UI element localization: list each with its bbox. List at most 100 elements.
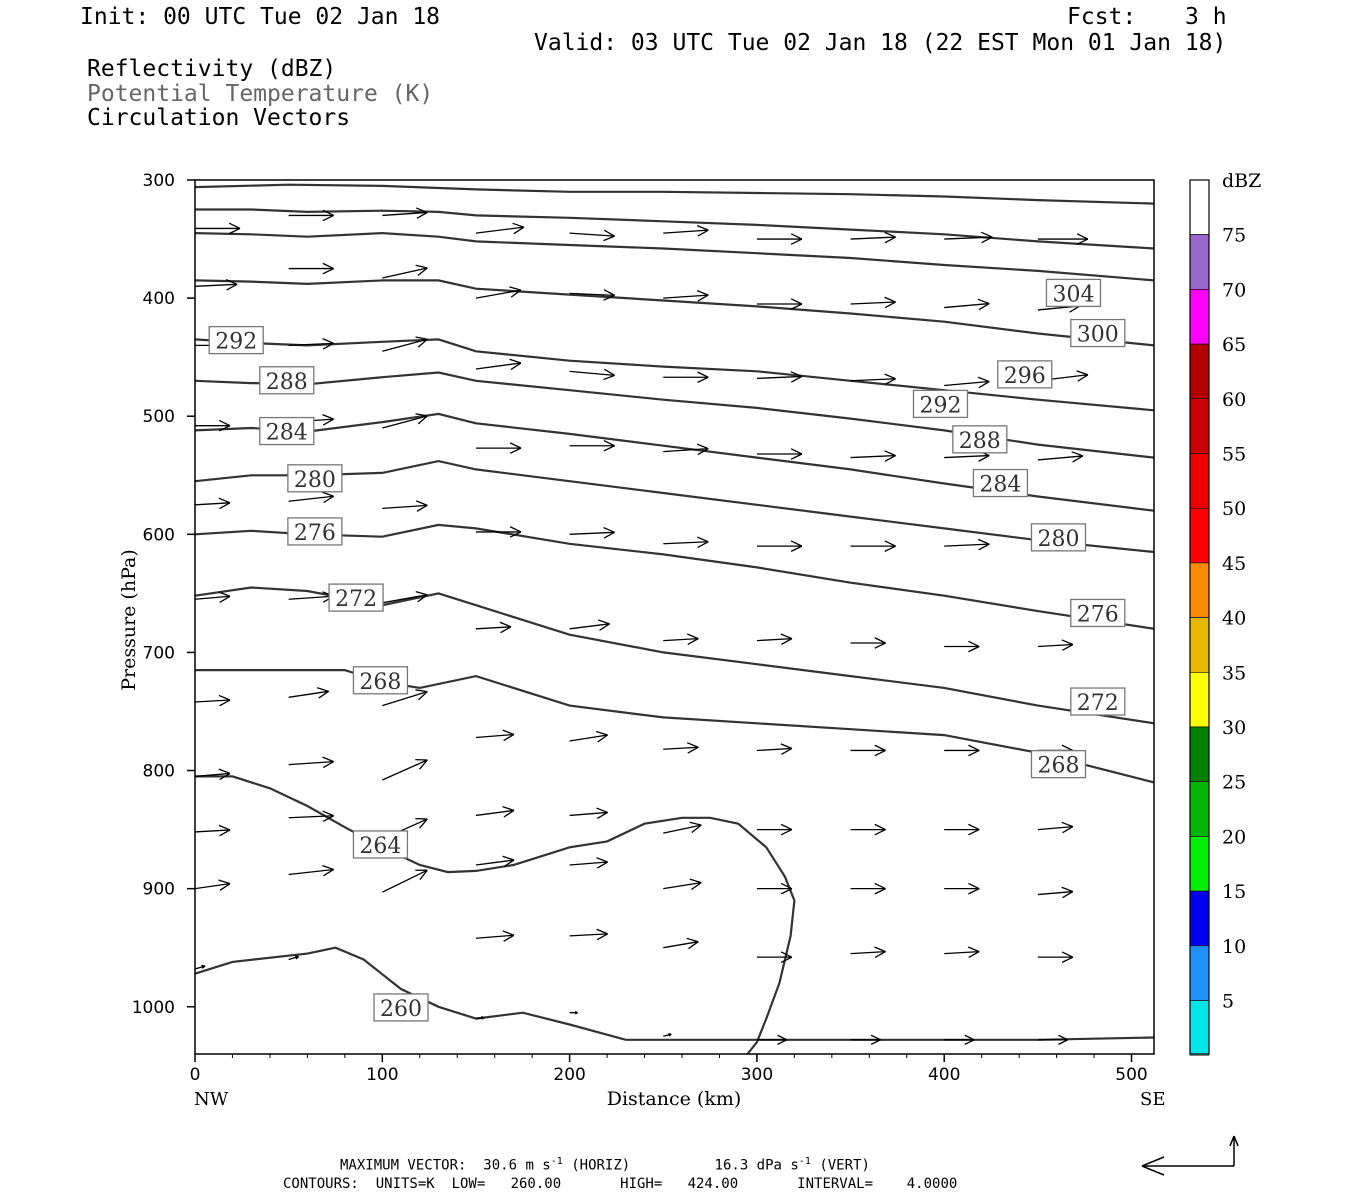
colorbar-label: 45: [1222, 553, 1246, 575]
colorbar-label: 70: [1222, 279, 1246, 301]
circulation-vector: [288, 810, 334, 823]
circulation-vector: [195, 879, 231, 891]
contour-label-box: 276: [1070, 598, 1126, 627]
contour-label: 296: [1004, 364, 1046, 389]
colorbar-label: 30: [1222, 717, 1246, 739]
theta-contour-268: [195, 668, 1154, 784]
colorbar-label: 25: [1222, 772, 1246, 794]
contour-label: 268: [1037, 754, 1079, 779]
circulation-vector: [944, 1034, 975, 1045]
circulation-vector: [569, 857, 608, 869]
circulation-vector: [1037, 1034, 1069, 1045]
circulation-vector: [944, 640, 980, 653]
circulation-vector: [569, 928, 608, 941]
y-tick-label: 700: [143, 643, 175, 663]
circulation-vector: [382, 500, 428, 512]
colorbar-label: 60: [1222, 389, 1246, 411]
colorbar-segment-35: [1189, 671, 1210, 728]
colorbar-segment-15: [1189, 890, 1210, 947]
circulation-vector: [756, 633, 793, 646]
y-tick-label: 500: [143, 407, 175, 427]
right-endpoint-label: SE: [1140, 1089, 1165, 1110]
circulation-vector: [663, 821, 702, 834]
colorbar-label: 10: [1222, 936, 1246, 958]
circulation-vector: [850, 637, 886, 649]
contour-info: CONTOURS: UNITS=K LOW= 260.00 HIGH= 424.…: [283, 1176, 958, 1192]
contour-label: 304: [1052, 282, 1094, 307]
colorbar-segment-25: [1189, 781, 1210, 837]
theta-contour-260: [195, 946, 1154, 1041]
colorbar-label: 50: [1222, 498, 1246, 520]
y-axis-title: Pressure (hPa): [118, 549, 140, 691]
circulation-vector: [195, 694, 231, 707]
colorbar-label: 20: [1222, 826, 1246, 848]
theta-contour-300: [195, 231, 1154, 282]
contour-label: 272: [1077, 691, 1119, 716]
circulation-vector: [569, 368, 615, 381]
y-tick-label: 1000: [132, 998, 175, 1018]
colorbar-top-segment: [1189, 179, 1210, 236]
circulation-vector: [382, 869, 428, 893]
circulation-vector: [569, 1010, 578, 1015]
circulation-vector: [195, 964, 206, 970]
contour-label-box: 272: [1070, 687, 1126, 716]
circulation-vector: [195, 497, 231, 510]
circulation-vector: [850, 231, 896, 244]
circulation-vector: [850, 744, 886, 757]
circulation-vector: [663, 225, 709, 237]
colorbar-segment-30: [1189, 726, 1210, 783]
x-tick-label: 300: [741, 1065, 773, 1085]
max-vector-readout: MAXIMUM VECTOR: 30.6 m s-1 (HORIZ) 16.3 …: [340, 1156, 870, 1174]
circulation-vector: [288, 687, 330, 699]
field-reflectivity: Reflectivity (dBZ): [87, 56, 337, 82]
circulation-vector: [756, 540, 803, 552]
circulation-vector: [195, 419, 231, 432]
contour-label: 288: [959, 429, 1001, 454]
circulation-vector: [850, 540, 896, 552]
circulation-vector: [195, 222, 241, 235]
contour-label-box: 280: [287, 464, 343, 493]
contour-label: 280: [294, 468, 336, 493]
circulation-vector: [569, 526, 615, 539]
forecast-hour: 3 h: [1185, 4, 1227, 30]
circulation-vector: [756, 823, 793, 836]
circulation-vector: [475, 286, 522, 299]
contour-label-box: 272: [328, 583, 384, 612]
theta-contour-264: [195, 775, 796, 1054]
field-circulation-vectors: Circulation Vectors: [87, 105, 351, 131]
circulation-vector: [1037, 821, 1074, 834]
colorbar-segment-60: [1189, 398, 1210, 454]
circulation-vector: [850, 882, 886, 895]
circulation-vector: [475, 855, 515, 868]
circulation-vector: [1037, 451, 1084, 463]
contour-label-box: 292: [912, 389, 969, 418]
colorbar-label: 65: [1222, 334, 1246, 356]
circulation-vector: [382, 336, 428, 352]
colorbar-label: 40: [1222, 608, 1246, 630]
contour-label-box: 268: [1030, 749, 1087, 779]
y-tick-label: 900: [143, 880, 175, 900]
colorbar-segment-45: [1189, 562, 1210, 618]
circulation-vector: [663, 536, 709, 549]
circulation-vector: [569, 229, 615, 242]
reference-vector: [1141, 1135, 1239, 1176]
init-time: Init: 00 UTC Tue 02 Jan 18: [80, 4, 441, 30]
contour-label: 268: [359, 670, 401, 695]
circulation-vector: [288, 955, 300, 961]
circulation-vector: [944, 376, 990, 389]
circulation-vector: [663, 633, 699, 646]
circulation-vector: [663, 878, 702, 891]
field-potential-temperature: Potential Temperature (K): [87, 81, 434, 107]
circulation-vector: [756, 371, 803, 383]
x-tick-label: 100: [366, 1065, 398, 1085]
circulation-vector: [1037, 639, 1074, 651]
theta-contour-304: [195, 208, 1154, 250]
x-tick-label: 500: [1115, 1065, 1147, 1085]
contour-label-box: 284: [972, 468, 1029, 498]
circulation-vector: [288, 756, 334, 769]
x-tick-label: 200: [553, 1065, 585, 1085]
circulation-vector: [944, 231, 993, 244]
theta-contour-296: [195, 279, 1154, 347]
circulation-vector: [850, 373, 896, 386]
